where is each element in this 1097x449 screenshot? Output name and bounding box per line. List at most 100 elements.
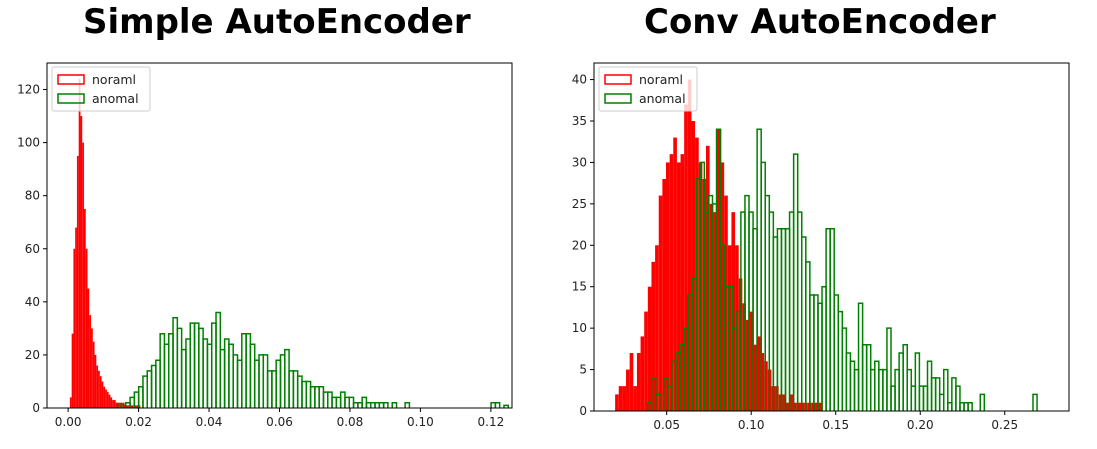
histogram-bar — [778, 394, 783, 411]
chart-1: 0.05 0.10 0.15 0.20 0.25 0 5 10 15 20 25 30 35 40 nora… — [572, 62, 1070, 432]
histogram-bar — [655, 245, 659, 411]
histogram-bar — [644, 311, 648, 411]
histogram-bar — [724, 195, 728, 411]
histogram-bar — [720, 162, 725, 411]
histogram-bar — [793, 402, 797, 411]
x-tick-label: 0.05 — [653, 418, 680, 432]
histogram-bar — [618, 386, 623, 411]
histogram-bar — [647, 286, 652, 411]
histogram-bar — [91, 328, 93, 408]
histogram-bar — [680, 154, 685, 411]
plot-frame — [593, 62, 1070, 412]
y-tick-label: 40 — [25, 295, 40, 309]
legend-swatch-anomal — [604, 93, 632, 104]
histogram-bar — [756, 336, 761, 411]
histogram-bar — [106, 392, 109, 408]
histogram-bar — [136, 405, 139, 408]
histogram-bar — [709, 203, 714, 411]
histogram-bar — [128, 405, 130, 408]
histogram-bar — [96, 365, 99, 408]
x-tick-label: 0.06 — [266, 415, 293, 429]
y-tick-label: 80 — [25, 189, 40, 203]
legend-swatch-normal — [57, 74, 85, 85]
histogram-bar — [76, 155, 79, 408]
histogram-bar — [673, 137, 677, 412]
chart-0: 0.00 0.02 0.04 0.06 0.08 0.10 0.12 0 20 40 60 80 100… — [17, 62, 513, 429]
histogram-bar — [636, 353, 641, 411]
histogram-bar — [796, 402, 801, 411]
legend-box — [51, 66, 151, 112]
histogram-bar — [110, 397, 113, 408]
histogram-bar — [789, 394, 794, 411]
histogram-bar — [135, 405, 137, 408]
histogram-step-bar — [494, 401, 501, 408]
y-tick-label: 25 — [572, 197, 587, 211]
histogram-step-bar — [914, 352, 921, 411]
histogram-bar — [684, 104, 688, 411]
histogram-bar — [99, 376, 102, 408]
histogram-bar — [687, 79, 692, 412]
histogram-bar — [662, 179, 667, 411]
y-tick-label: 15 — [572, 280, 587, 294]
histogram-step-bar — [1032, 393, 1038, 411]
histogram-bar — [92, 341, 95, 408]
histogram-bar — [138, 405, 141, 408]
x-tick-label: 0.12 — [478, 415, 505, 429]
histogram-bar — [691, 121, 696, 411]
histogram-bar — [640, 336, 645, 411]
histogram-bar — [131, 405, 134, 408]
histogram-step-bar — [503, 404, 510, 408]
x-tick-label: 0.04 — [196, 415, 223, 429]
histogram-bar — [78, 78, 81, 408]
histogram-bar — [753, 344, 757, 411]
x-tick-label: 0.10 — [407, 415, 434, 429]
legend: noraml anomal — [51, 66, 151, 112]
y-tick-label: 0 — [32, 401, 40, 415]
y-tick-label: 20 — [25, 348, 40, 362]
y-tick-label: 120 — [17, 83, 40, 97]
y-tick-label: 35 — [572, 114, 587, 128]
legend-label-anomal: anomal — [92, 91, 139, 106]
histogram-bar — [716, 129, 721, 412]
histogram-bar — [815, 402, 819, 411]
histogram-bar — [126, 405, 129, 408]
y-tick-label: 40 — [572, 73, 587, 87]
histogram-bar — [80, 116, 83, 409]
histogram-bar — [749, 311, 754, 411]
histogram-step-bar — [979, 393, 986, 411]
histogram-bar — [82, 142, 84, 408]
y-tick-label: 60 — [25, 242, 40, 256]
histogram-bar — [785, 402, 790, 411]
series-anomal — [116, 311, 510, 408]
histogram-bar — [101, 381, 104, 408]
histogram-bar — [69, 397, 72, 408]
histogram-step-bar — [955, 385, 961, 411]
histogram-step-bar — [654, 393, 661, 411]
histogram-bar — [676, 162, 681, 411]
x-tick-label: 0.02 — [125, 415, 152, 429]
x-tick-label: 0.08 — [337, 415, 364, 429]
series-normal — [69, 78, 141, 409]
histogram-bar — [103, 386, 106, 408]
legend-swatch-normal — [604, 74, 632, 85]
histogram-bar — [782, 394, 786, 411]
histogram-bar — [651, 261, 656, 411]
histogram-bar — [75, 227, 77, 408]
histogram-step-bar — [391, 401, 398, 408]
histogram-bar — [727, 245, 732, 411]
histogram-bar — [98, 370, 100, 408]
histogram-bar — [745, 319, 750, 411]
histogram-bar — [112, 400, 114, 408]
histogram-step-bar — [382, 401, 389, 408]
x-tick-label: 0.15 — [822, 418, 849, 432]
histogram-bar — [633, 386, 637, 411]
histogram-bar — [87, 288, 90, 408]
y-tick-label: 0 — [579, 404, 587, 418]
histogram-bar — [73, 248, 76, 408]
histogram-bar — [760, 353, 765, 411]
histogram-bar — [113, 400, 116, 408]
histogram-step-bar — [404, 401, 411, 408]
histogram-bar — [626, 369, 630, 411]
histogram-bar — [622, 386, 627, 411]
chart-title-conv: Conv AutoEncoder — [644, 2, 996, 42]
